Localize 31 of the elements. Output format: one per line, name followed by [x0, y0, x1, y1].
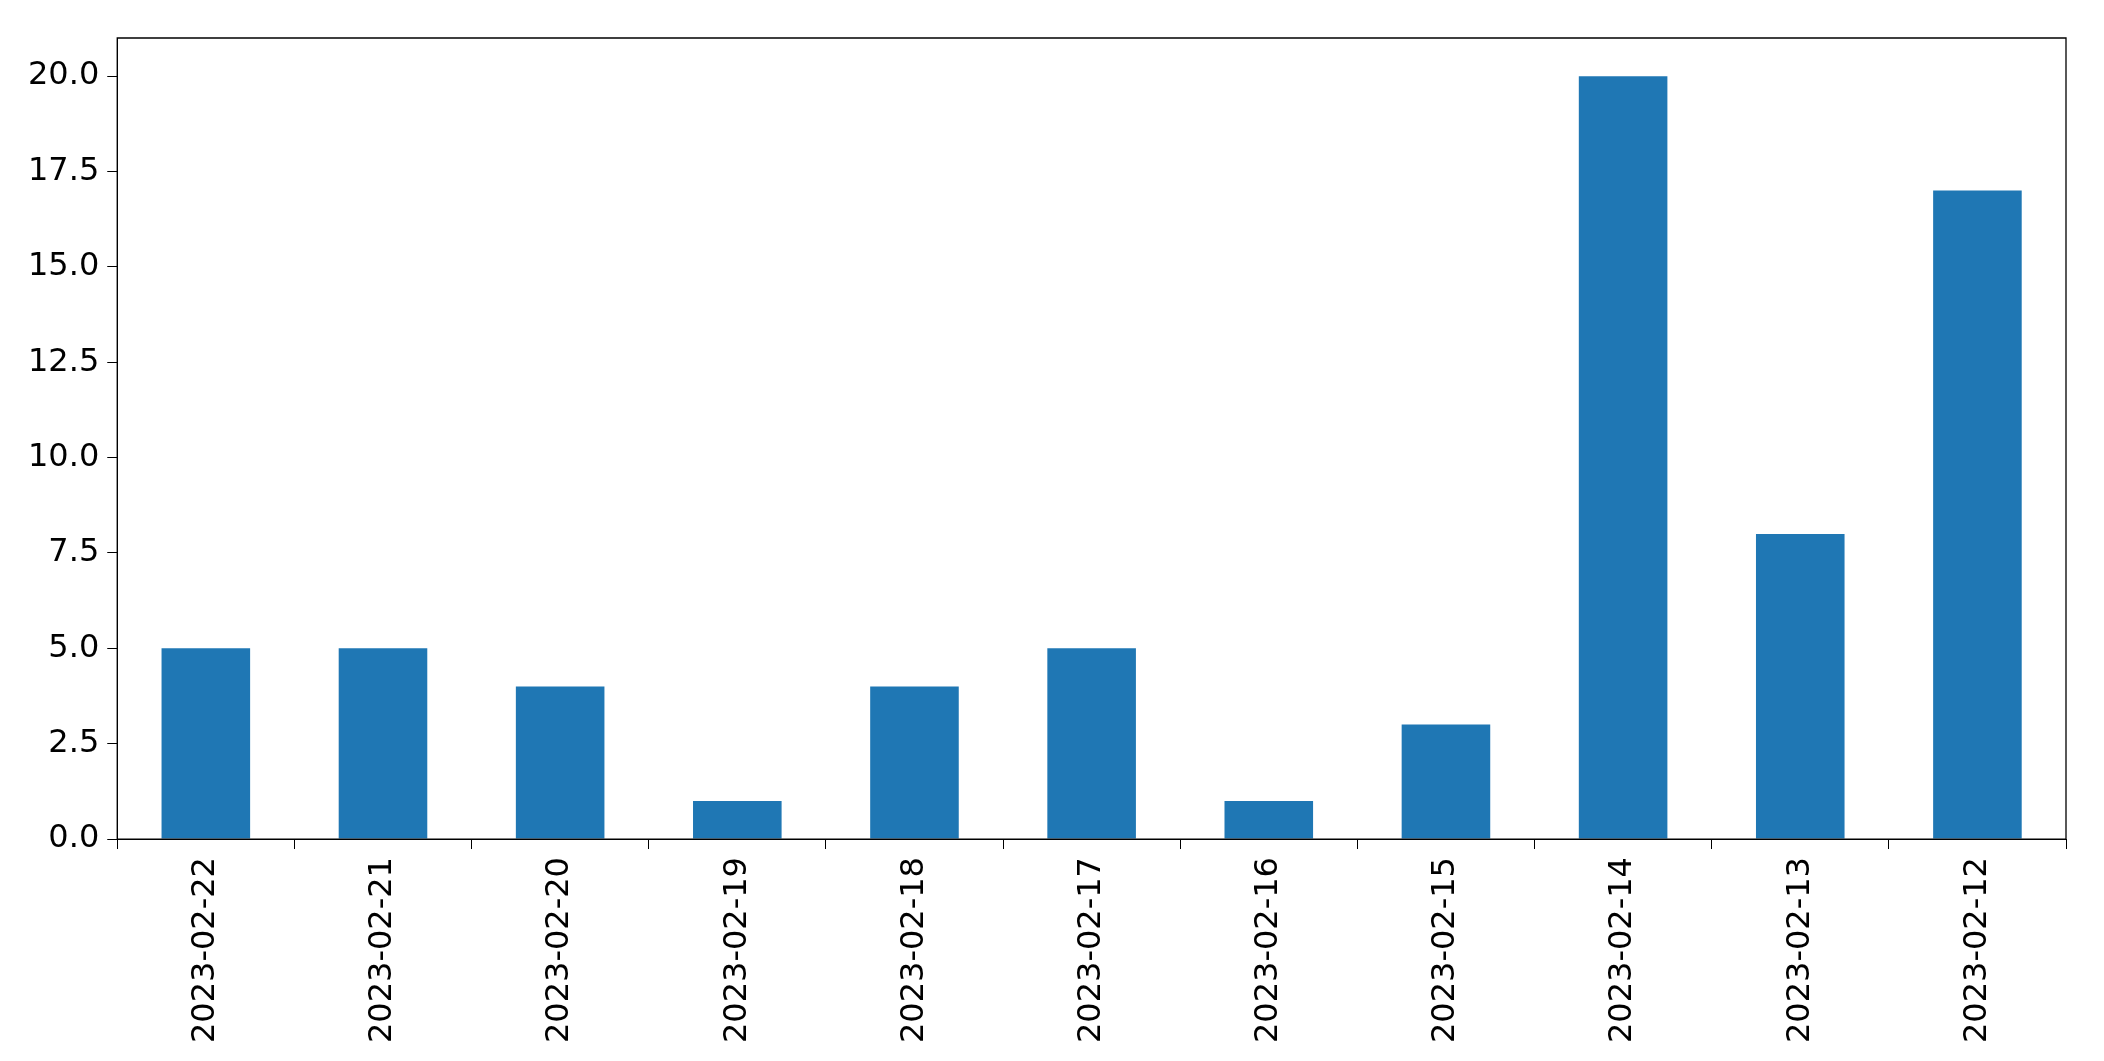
x-tick-label: 2023-02-13: [1778, 857, 1817, 1043]
bar: [1401, 724, 1491, 839]
bar: [1224, 800, 1314, 839]
x-tick-label: 2023-02-17: [1069, 857, 1108, 1043]
x-tick-label: 2023-02-12: [1955, 857, 1994, 1043]
x-tick-label: 2023-02-16: [1247, 857, 1286, 1043]
bar: [1578, 76, 1668, 839]
bar: [161, 648, 251, 839]
y-tick-label: 10.0: [28, 435, 100, 474]
x-tick-label: 2023-02-14: [1601, 857, 1640, 1043]
x-tick-label: 2023-02-18: [892, 857, 931, 1043]
y-tick-label: 15.0: [28, 245, 100, 284]
y-tick-label: 20.0: [28, 54, 100, 93]
y-tick-label: 17.5: [28, 149, 100, 188]
y-tick-label: 0.0: [48, 817, 100, 856]
bar: [870, 686, 959, 839]
bar: [1933, 190, 2022, 839]
y-tick-label: 5.0: [48, 626, 100, 665]
y-tick-label: 7.5: [48, 531, 100, 570]
x-tick-label: 2023-02-20: [538, 857, 577, 1043]
bar: [1047, 648, 1136, 839]
bar: [515, 686, 605, 839]
x-tick-label: 2023-02-22: [184, 857, 223, 1043]
bar: [693, 800, 782, 839]
y-tick-label: 2.5: [48, 721, 100, 760]
y-tick-label: 12.5: [28, 340, 100, 379]
x-tick-label: 2023-02-21: [361, 857, 400, 1043]
x-tick-label: 2023-02-19: [715, 857, 754, 1043]
x-tick-label: 2023-02-15: [1424, 857, 1463, 1043]
bar: [338, 648, 428, 839]
bar: [1755, 533, 1845, 839]
